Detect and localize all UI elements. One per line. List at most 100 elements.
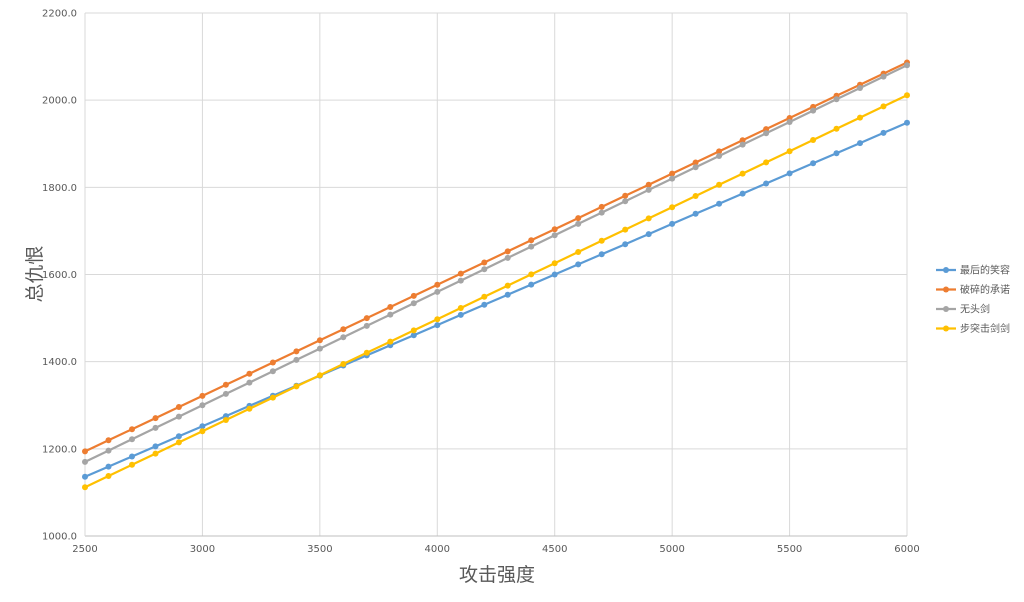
data-point	[105, 447, 112, 454]
data-point	[481, 301, 488, 308]
data-point	[880, 129, 887, 136]
data-point	[810, 107, 817, 114]
data-point	[692, 193, 699, 199]
data-point	[363, 322, 370, 329]
data-point	[129, 461, 135, 468]
data-point	[175, 433, 182, 440]
data-point	[199, 423, 206, 430]
data-point	[763, 159, 770, 166]
data-point	[363, 349, 370, 356]
data-point	[504, 248, 511, 255]
data-point	[622, 192, 629, 199]
data-point	[129, 453, 135, 460]
data-point	[504, 291, 511, 298]
series-1	[82, 59, 910, 455]
data-point	[457, 277, 464, 284]
data-point	[763, 126, 770, 133]
data-point	[833, 125, 840, 132]
data-point	[434, 316, 441, 323]
data-point	[739, 170, 746, 177]
x-tick-label: 3000	[190, 544, 215, 555]
data-point	[152, 424, 159, 431]
series-line	[84, 64, 908, 463]
data-point	[340, 326, 347, 333]
data-point	[786, 170, 793, 177]
data-point	[598, 237, 605, 244]
data-point	[152, 450, 159, 457]
y-tick-labels: 1000.0 1200.0 1400.0 1600.0 1800.0 2000.0 2200…	[42, 9, 77, 543]
data-point	[551, 271, 558, 278]
x-tick-labels: 2500 3000 3500 4000 4500 5000 5500 6000	[72, 544, 919, 555]
data-point	[622, 241, 629, 248]
data-point	[645, 186, 652, 193]
data-point	[669, 220, 676, 227]
data-point	[857, 114, 863, 121]
series-2	[82, 62, 910, 465]
data-point	[833, 96, 840, 103]
data-point	[598, 251, 605, 258]
x-tick-label: 2500	[72, 544, 97, 555]
series-3	[82, 92, 910, 491]
data-point	[481, 259, 488, 266]
data-point	[528, 237, 535, 244]
data-point	[739, 137, 746, 144]
data-point	[739, 190, 746, 197]
data-point	[551, 232, 558, 239]
data-point	[293, 356, 300, 363]
data-point	[481, 266, 488, 273]
data-point	[810, 160, 817, 167]
legend-swatch-marker	[943, 267, 949, 273]
data-point	[551, 260, 558, 267]
legend-swatch-marker	[943, 306, 949, 312]
data-point	[129, 436, 135, 443]
data-point	[410, 332, 417, 339]
data-point	[857, 85, 863, 91]
data-point	[645, 231, 652, 238]
data-point	[716, 148, 723, 155]
data-point	[82, 458, 88, 465]
y-tick-label: 1200.0	[42, 444, 77, 455]
data-point	[175, 439, 182, 446]
series-lines	[82, 59, 910, 491]
data-point	[786, 148, 793, 155]
data-point	[692, 159, 699, 166]
legend-label: 最后的笑容	[960, 264, 1010, 277]
data-point	[269, 368, 276, 375]
data-point	[528, 243, 535, 250]
data-point	[105, 473, 112, 479]
data-point	[528, 271, 535, 278]
series-line	[84, 61, 908, 453]
legend-swatch-marker	[943, 325, 949, 332]
data-point	[82, 473, 88, 480]
data-point	[410, 292, 417, 299]
data-point	[457, 270, 464, 277]
series-line	[84, 94, 908, 489]
data-point	[246, 370, 253, 377]
series-0	[82, 119, 910, 480]
gridlines	[85, 12, 908, 536]
data-point	[340, 334, 347, 341]
data-point	[880, 73, 887, 80]
x-tick-label: 4000	[425, 544, 450, 555]
data-point	[152, 415, 159, 422]
data-point	[904, 62, 910, 69]
data-point	[434, 288, 441, 295]
y-axis-title: 总仇恨	[24, 245, 46, 302]
data-point	[528, 281, 535, 288]
data-point	[410, 327, 417, 334]
data-point	[504, 282, 511, 289]
data-point	[739, 141, 746, 148]
data-point	[316, 337, 323, 344]
data-point	[716, 200, 723, 207]
data-point	[316, 372, 323, 379]
data-point	[293, 383, 300, 390]
y-tick-label: 1000.0	[42, 532, 77, 543]
data-point	[105, 463, 112, 470]
data-point	[340, 361, 347, 367]
y-tick-label: 1800.0	[42, 183, 77, 194]
data-point	[622, 226, 629, 233]
data-point	[434, 281, 441, 288]
data-point	[363, 315, 370, 322]
data-point	[763, 180, 770, 187]
